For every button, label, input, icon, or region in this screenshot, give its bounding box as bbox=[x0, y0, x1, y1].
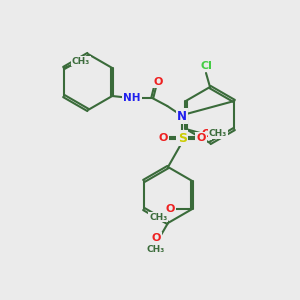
Text: CH₃: CH₃ bbox=[149, 212, 167, 221]
Text: NH: NH bbox=[124, 93, 141, 103]
Text: CH₃: CH₃ bbox=[208, 130, 227, 139]
Text: O: O bbox=[196, 133, 206, 143]
Text: O: O bbox=[154, 77, 163, 87]
Text: CH₃: CH₃ bbox=[72, 56, 90, 65]
Text: O: O bbox=[151, 233, 161, 243]
Text: Cl: Cl bbox=[200, 61, 212, 71]
Text: N: N bbox=[177, 110, 187, 122]
Text: O: O bbox=[166, 204, 175, 214]
Text: S: S bbox=[178, 131, 187, 145]
Text: O: O bbox=[159, 133, 168, 143]
Text: O: O bbox=[201, 129, 210, 139]
Text: CH₃: CH₃ bbox=[147, 245, 165, 254]
